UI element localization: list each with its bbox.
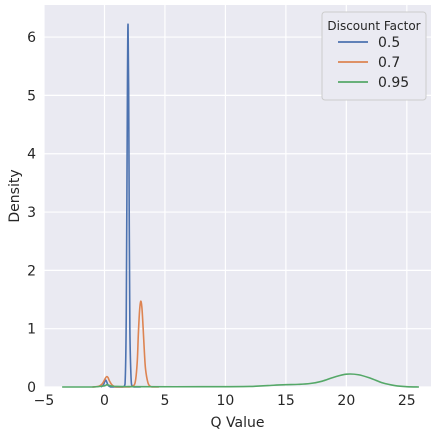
series-line-0-7 xyxy=(92,300,159,388)
legend-entry-label: 0.5 xyxy=(378,35,400,51)
legend-entry-label: 0.95 xyxy=(378,75,409,91)
x-tick-label: 5 xyxy=(160,393,169,409)
y-tick-label: 6 xyxy=(27,30,36,46)
x-tick-label: 10 xyxy=(216,393,234,409)
x-tick-label: −5 xyxy=(34,393,55,409)
y-tick-label: 3 xyxy=(27,205,36,221)
x-tick-label: 0 xyxy=(100,393,109,409)
legend-entry-label: 0.7 xyxy=(378,55,400,71)
x-tick-label: 25 xyxy=(398,393,416,409)
y-tick-label: 0 xyxy=(27,380,36,396)
legend-title: Discount Factor xyxy=(327,19,420,33)
y-tick-label: 5 xyxy=(27,88,36,104)
legend-box xyxy=(321,11,427,101)
series-lines xyxy=(62,23,419,388)
y-axis-label: Density xyxy=(7,169,23,222)
x-tick-label: 20 xyxy=(337,393,355,409)
legend: Discount Factor 0.5 0.7 0.95 xyxy=(321,11,427,101)
x-tick-label: 15 xyxy=(277,393,295,409)
series-line-0-5 xyxy=(100,23,141,388)
y-tick-label: 2 xyxy=(27,263,36,279)
x-axis-label: Q Value xyxy=(211,415,265,431)
series-line-0-95 xyxy=(62,373,419,388)
y-tick-label: 4 xyxy=(27,147,36,163)
y-tick-label: 1 xyxy=(27,322,36,338)
grid-lines xyxy=(43,5,431,388)
